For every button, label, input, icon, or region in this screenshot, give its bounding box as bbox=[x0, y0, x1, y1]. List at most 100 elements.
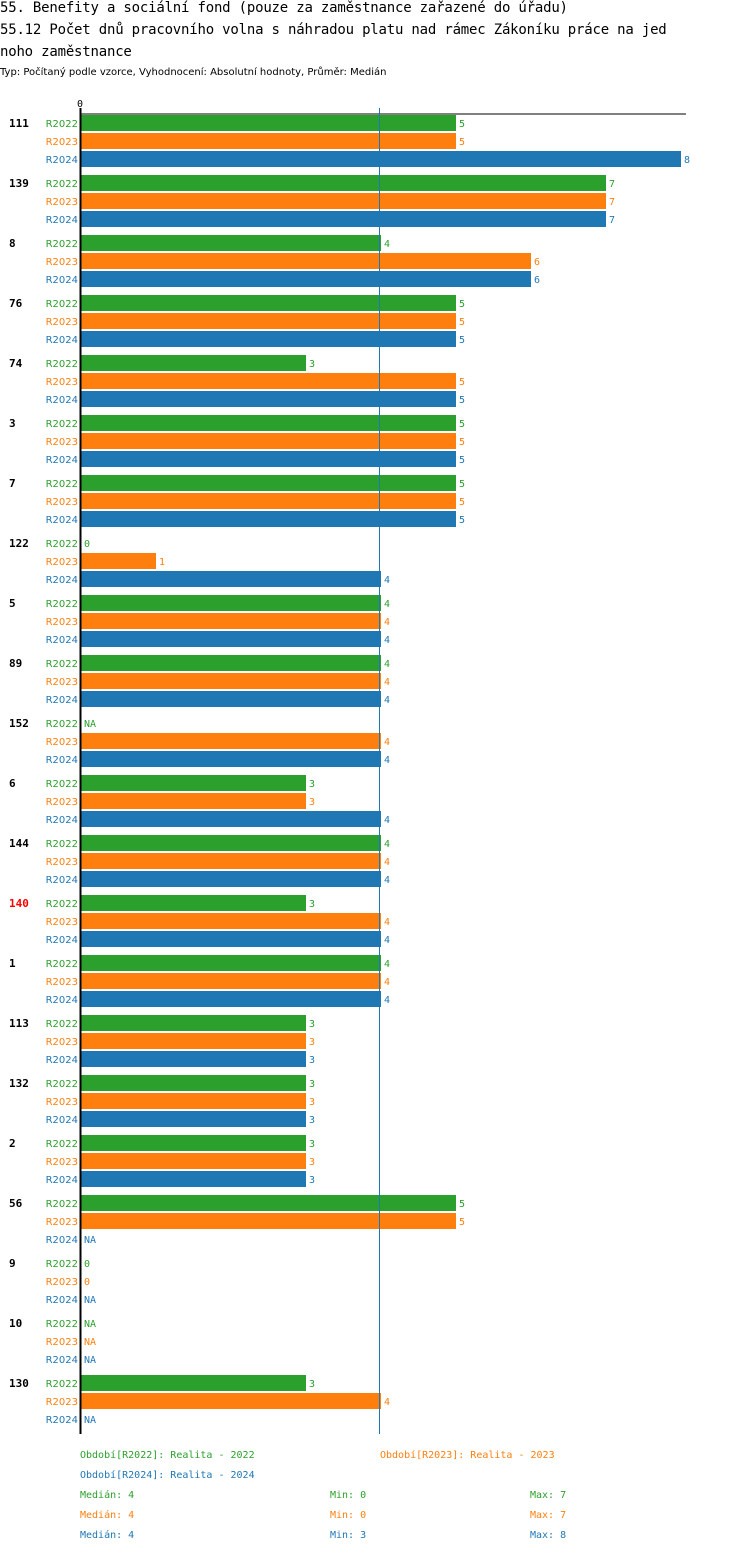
series-label: R2022 bbox=[46, 479, 78, 490]
series-label: R2023 bbox=[46, 437, 78, 448]
bar bbox=[81, 991, 381, 1007]
series-label: R2024 bbox=[46, 755, 78, 766]
series-label: R2024 bbox=[46, 1235, 78, 1246]
bar bbox=[81, 1051, 306, 1067]
series-label: R2022 bbox=[46, 539, 78, 550]
bar bbox=[81, 391, 456, 407]
na-label: NA bbox=[84, 1415, 96, 1426]
data-label: 5 bbox=[459, 1217, 465, 1228]
data-label: 5 bbox=[459, 455, 465, 466]
series-label: R2023 bbox=[46, 317, 78, 328]
series-label: R2024 bbox=[46, 1295, 78, 1306]
stat-r2022-median: Medián: 4 bbox=[80, 1490, 135, 1501]
na-label: NA bbox=[84, 1337, 96, 1348]
data-label: 3 bbox=[309, 1157, 315, 1168]
bar bbox=[81, 553, 156, 569]
na-label: NA bbox=[84, 1235, 96, 1246]
series-label: R2022 bbox=[46, 599, 78, 610]
data-label: 7 bbox=[609, 215, 615, 226]
data-label: 5 bbox=[459, 317, 465, 328]
data-label: 6 bbox=[534, 275, 540, 286]
data-label: 3 bbox=[309, 1079, 315, 1090]
data-label: 4 bbox=[384, 599, 390, 610]
series-label: R2024 bbox=[46, 155, 78, 166]
series-label: R2024 bbox=[46, 695, 78, 706]
group-label: 130 bbox=[9, 1377, 29, 1390]
series-label: R2024 bbox=[46, 1355, 78, 1366]
series-label: R2022 bbox=[46, 239, 78, 250]
bar bbox=[81, 733, 381, 749]
group-label: 139 bbox=[9, 177, 29, 190]
group-label: 9 bbox=[9, 1257, 16, 1270]
data-label: 3 bbox=[309, 779, 315, 790]
series-label: R2022 bbox=[46, 359, 78, 370]
bar bbox=[81, 331, 456, 347]
bar bbox=[81, 1015, 306, 1031]
group-label: 1 bbox=[9, 957, 16, 970]
data-label: 4 bbox=[384, 659, 390, 670]
data-label: 4 bbox=[384, 875, 390, 886]
series-label: R2022 bbox=[46, 1079, 78, 1090]
data-label: 3 bbox=[309, 899, 315, 910]
data-label: 3 bbox=[309, 1055, 315, 1066]
data-label: 5 bbox=[459, 419, 465, 430]
data-label: 4 bbox=[384, 959, 390, 970]
data-label: 5 bbox=[459, 377, 465, 388]
data-label: 8 bbox=[684, 155, 690, 166]
series-label: R2023 bbox=[46, 677, 78, 688]
bar bbox=[81, 151, 681, 167]
group-label: 132 bbox=[9, 1077, 29, 1090]
series-label: R2024 bbox=[46, 935, 78, 946]
data-label: 3 bbox=[309, 1139, 315, 1150]
bar bbox=[81, 973, 381, 989]
series-label: R2022 bbox=[46, 1379, 78, 1390]
stat-r2022-max: Max: 7 bbox=[530, 1490, 567, 1501]
x-tick-label: 0 bbox=[77, 99, 83, 110]
stat-r2024-min: Min: 3 bbox=[330, 1530, 367, 1541]
series-label: R2022 bbox=[46, 1319, 78, 1330]
series-label: R2024 bbox=[46, 215, 78, 226]
series-label: R2022 bbox=[46, 959, 78, 970]
bar bbox=[81, 835, 381, 851]
series-label: R2023 bbox=[46, 737, 78, 748]
bar bbox=[81, 853, 381, 869]
data-label: 7 bbox=[609, 197, 615, 208]
bar bbox=[81, 175, 606, 191]
series-label: R2023 bbox=[46, 497, 78, 508]
data-label: 1 bbox=[159, 557, 165, 568]
bar bbox=[81, 931, 381, 947]
bar bbox=[81, 295, 456, 311]
series-label: R2023 bbox=[46, 377, 78, 388]
chart-title-line3: noho zaměstnance bbox=[0, 44, 132, 60]
group-label: 6 bbox=[9, 777, 16, 790]
data-label: 4 bbox=[384, 755, 390, 766]
bar bbox=[81, 613, 381, 629]
data-label: 5 bbox=[459, 497, 465, 508]
series-label: R2022 bbox=[46, 719, 78, 730]
series-label: R2023 bbox=[46, 557, 78, 568]
group-label: 74 bbox=[9, 357, 23, 370]
series-label: R2024 bbox=[46, 455, 78, 466]
series-label: R2023 bbox=[46, 1037, 78, 1048]
series-label: R2022 bbox=[46, 899, 78, 910]
bar bbox=[81, 415, 456, 431]
series-label: R2024 bbox=[46, 395, 78, 406]
bar bbox=[81, 751, 381, 767]
data-label: 4 bbox=[384, 635, 390, 646]
group-label: 2 bbox=[9, 1137, 16, 1150]
stat-r2024-max: Max: 8 bbox=[530, 1530, 567, 1541]
na-label: NA bbox=[84, 719, 96, 730]
group-label: 89 bbox=[9, 657, 22, 670]
series-label: R2023 bbox=[46, 857, 78, 868]
bar bbox=[81, 373, 456, 389]
group-label: 5 bbox=[9, 597, 16, 610]
group-label: 140 bbox=[9, 897, 29, 910]
series-label: R2024 bbox=[46, 1115, 78, 1126]
bar bbox=[81, 475, 456, 491]
data-label: 3 bbox=[309, 1115, 315, 1126]
data-label: 5 bbox=[459, 119, 465, 130]
bar bbox=[81, 115, 456, 131]
series-label: R2022 bbox=[46, 419, 78, 430]
group-label: 111 bbox=[9, 117, 29, 130]
group-label: 3 bbox=[9, 417, 16, 430]
